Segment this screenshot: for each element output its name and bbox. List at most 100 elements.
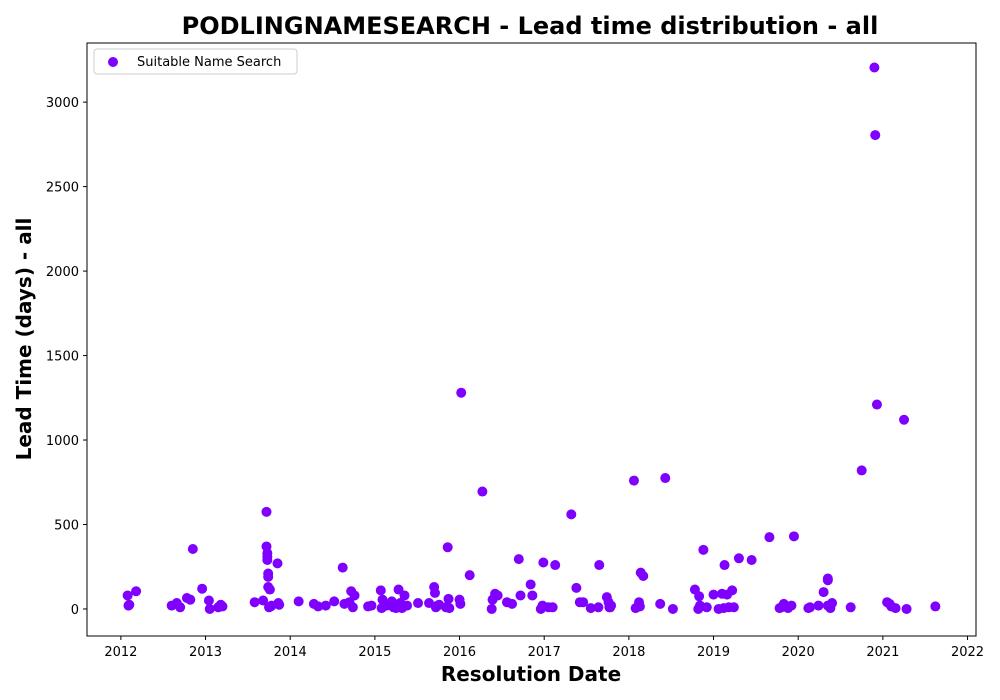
data-point xyxy=(399,590,410,601)
data-point xyxy=(694,591,705,602)
data-point xyxy=(442,542,453,553)
data-point xyxy=(203,595,214,606)
data-point xyxy=(261,506,272,517)
data-point xyxy=(901,603,912,614)
data-point xyxy=(402,600,413,611)
data-point xyxy=(818,587,829,598)
data-point xyxy=(455,598,466,609)
data-point xyxy=(513,554,524,565)
data-point xyxy=(444,603,455,614)
x-tick-label: 2017 xyxy=(528,645,561,660)
x-tick-label: 2021 xyxy=(866,645,899,660)
data-point xyxy=(175,602,186,613)
data-point xyxy=(708,589,719,600)
data-point xyxy=(856,465,867,476)
x-tick-label: 2020 xyxy=(782,645,815,660)
data-point xyxy=(733,553,744,564)
data-point xyxy=(547,602,558,613)
data-point xyxy=(566,509,577,520)
data-point xyxy=(628,475,639,486)
data-point xyxy=(122,590,133,601)
data-point xyxy=(594,560,605,571)
x-axis-ticks: 2012 2013 2014 2015 2016 2017 2018 2019 2020 2021… xyxy=(104,636,984,660)
data-point xyxy=(185,594,196,605)
data-point xyxy=(728,602,739,613)
data-point xyxy=(293,596,304,607)
data-point xyxy=(527,590,538,601)
data-point xyxy=(805,602,816,613)
data-point xyxy=(788,531,799,542)
data-point xyxy=(746,554,757,565)
data-point xyxy=(477,486,488,497)
data-point xyxy=(719,560,730,571)
data-point xyxy=(187,543,198,554)
legend: Suitable Name Search xyxy=(93,48,298,75)
data-point xyxy=(550,560,561,571)
data-point xyxy=(827,598,838,609)
x-tick-label: 2019 xyxy=(697,645,730,660)
data-point xyxy=(869,62,880,73)
data-point xyxy=(585,603,596,614)
data-point xyxy=(578,597,589,608)
data-point xyxy=(486,603,497,614)
data-point xyxy=(124,599,135,610)
data-point xyxy=(456,387,467,398)
plot-area xyxy=(86,42,977,637)
data-point xyxy=(464,570,475,581)
y-axis-ticks: 0 500 1000 1500 2000 2500 3000 xyxy=(46,96,87,618)
data-point xyxy=(525,579,536,590)
data-point xyxy=(593,602,604,613)
data-point xyxy=(870,130,881,141)
data-point xyxy=(786,600,797,611)
data-point xyxy=(764,532,775,543)
data-point xyxy=(313,601,324,612)
y-tick-label: 1500 xyxy=(46,350,79,365)
data-point xyxy=(634,601,645,612)
y-tick-label: 500 xyxy=(54,518,79,533)
data-point xyxy=(320,600,331,611)
data-point xyxy=(347,602,358,613)
data-point xyxy=(263,568,274,579)
data-point xyxy=(264,584,275,595)
x-axis-label: Resolution Date xyxy=(441,662,621,686)
data-point xyxy=(217,601,228,612)
data-point xyxy=(606,600,617,611)
data-point xyxy=(727,585,738,596)
y-tick-label: 0 xyxy=(71,603,79,618)
y-tick-label: 2000 xyxy=(46,265,79,280)
data-point xyxy=(698,544,709,555)
data-point xyxy=(413,598,424,609)
data-point xyxy=(845,602,856,613)
y-tick-label: 3000 xyxy=(46,96,79,111)
data-point xyxy=(443,593,454,604)
legend-box xyxy=(93,48,298,75)
data-point xyxy=(492,590,503,601)
data-point xyxy=(638,571,649,582)
data-point xyxy=(571,582,582,593)
legend-marker xyxy=(108,57,118,67)
data-point xyxy=(429,587,440,598)
data-point xyxy=(272,558,283,569)
x-tick-label: 2018 xyxy=(612,645,645,660)
data-point xyxy=(258,595,269,606)
data-point xyxy=(337,562,348,573)
data-point xyxy=(197,583,208,594)
data-point xyxy=(375,585,386,596)
x-tick-label: 2013 xyxy=(189,645,222,660)
data-point xyxy=(262,554,273,565)
y-tick-label: 2500 xyxy=(46,181,79,196)
legend-label: Suitable Name Search xyxy=(137,55,281,70)
data-point xyxy=(871,399,882,410)
data-point xyxy=(655,598,666,609)
data-point xyxy=(890,603,901,614)
data-point xyxy=(899,414,910,425)
x-tick-label: 2014 xyxy=(274,645,307,660)
y-tick-label: 1000 xyxy=(46,434,79,449)
data-point xyxy=(538,557,549,568)
data-point xyxy=(274,599,285,610)
data-point xyxy=(249,597,260,608)
data-point xyxy=(329,596,340,607)
data-point xyxy=(660,473,671,484)
